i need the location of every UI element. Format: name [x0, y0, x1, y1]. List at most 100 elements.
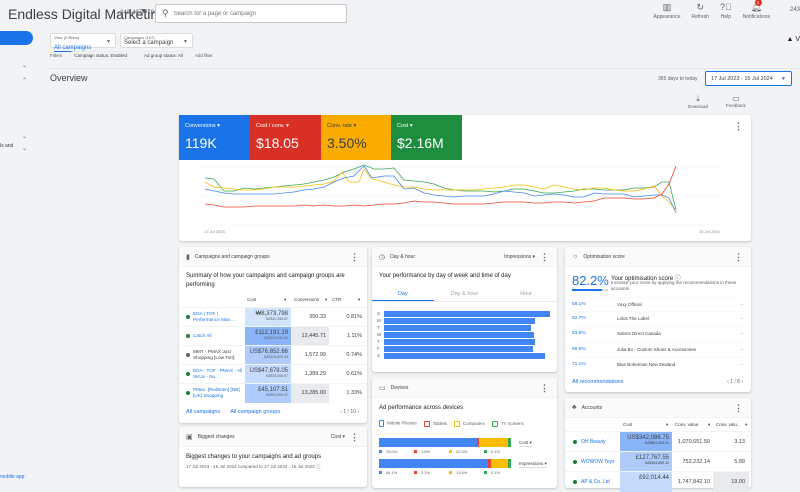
- tab-day[interactable]: Day: [372, 287, 434, 301]
- column-cost[interactable]: Cost: [247, 297, 257, 302]
- all-campaign-groups-link[interactable]: All campaign groups: [230, 409, 281, 415]
- help-button[interactable]: ?⃝ Help: [720, 2, 732, 20]
- sort-icon[interactable]: ▾: [325, 297, 328, 302]
- account-name-link[interactable]: WOWOW Toys: [581, 459, 615, 465]
- table-row[interactable]: Catch All £112,191.19 NZ$232,690.32 12,44…: [179, 326, 367, 346]
- warning-notice[interactable]: ▲ V: [786, 36, 800, 43]
- account-switcher-caret-icon[interactable]: ▼: [140, 8, 147, 15]
- campaign-selector[interactable]: Campaigns (167) Select a campaign ▼: [120, 33, 193, 48]
- sort-icon[interactable]: ▾: [708, 422, 711, 427]
- date-range-picker[interactable]: 17 Jul 2023 - 15 Jul 2024 ▼: [705, 71, 792, 86]
- notifications-button[interactable]: 🔔︎ 8 Notifications: [743, 0, 770, 20]
- table-row[interactable]: MMT - PMAX Just Shopping [Low Tier] US$7…: [179, 345, 367, 365]
- account-score-row[interactable]: 71.1% Blue Bohemian New Zealand →: [572, 357, 744, 370]
- arrow-right-icon[interactable]: →: [739, 361, 744, 367]
- account-score-row[interactable]: 58.1% Voxy Official →: [572, 297, 744, 310]
- more-options-icon[interactable]: ⋮: [350, 252, 359, 262]
- customer-id-partial[interactable]: 243: [789, 7, 800, 13]
- more-options-icon[interactable]: ⋮: [734, 403, 743, 413]
- day-bar[interactable]: [384, 346, 533, 352]
- next-page-icon[interactable]: ›: [741, 379, 743, 385]
- all-campaigns-link[interactable]: All campaigns: [186, 409, 221, 415]
- more-options-icon[interactable]: ⋮: [540, 252, 549, 262]
- create-button[interactable]: [0, 31, 33, 45]
- prev-page-icon[interactable]: ‹: [340, 409, 343, 415]
- tab-day-hour[interactable]: Day & hour: [450, 291, 479, 297]
- sort-icon[interactable]: ▾: [358, 297, 361, 302]
- next-page-icon[interactable]: ›: [357, 409, 359, 415]
- column-conversions[interactable]: Conversions: [294, 297, 320, 302]
- filter-chip-campaign-status[interactable]: Campaign status: Enabled: [69, 51, 133, 60]
- table-row[interactable]: EDA - TOF - PMAX - All SKUs - No... US$4…: [179, 364, 367, 384]
- table-row[interactable]: WOWOW Toys £127,767.55 NZ$264,889.34 752,…: [565, 451, 751, 472]
- column-cost[interactable]: Cost: [623, 422, 633, 427]
- help-icon[interactable]: ⓘ: [674, 276, 681, 282]
- prev-page-icon[interactable]: ‹: [727, 379, 729, 385]
- filter-chip-ad-group-status[interactable]: Ad group status: All: [139, 51, 188, 60]
- column-ctr[interactable]: CTR: [332, 297, 342, 302]
- metric-dropdown[interactable]: Cost ▾: [330, 434, 345, 440]
- sort-icon[interactable]: ▾: [284, 297, 287, 302]
- more-options-icon[interactable]: ⋮: [540, 383, 549, 393]
- arrow-right-icon[interactable]: →: [739, 346, 744, 352]
- arrow-right-icon[interactable]: →: [739, 301, 744, 307]
- arrow-right-icon[interactable]: →: [739, 315, 744, 321]
- sort-icon[interactable]: ▾: [666, 422, 669, 427]
- sort-icon[interactable]: ▾: [745, 422, 748, 427]
- metric-dropdown[interactable]: Impressions ▾: [504, 254, 535, 260]
- day-bar[interactable]: [384, 339, 535, 345]
- table-row[interactable]: PMax: [Redbrain] [NB] [UK] Shopping £45,…: [179, 383, 367, 403]
- line-chart: [201, 164, 724, 226]
- day-bar[interactable]: [384, 332, 534, 338]
- metric-conversions[interactable]: Conversions ▾ 119K: [179, 115, 250, 160]
- changes-icon: ▣: [186, 433, 193, 441]
- card-footer: All campaigns All campaign groups ‹ 1 / …: [179, 401, 367, 423]
- day-bar[interactable]: [384, 353, 545, 359]
- search-box[interactable]: ⚲: [155, 4, 347, 23]
- chevron-up-icon[interactable]: ⌃: [22, 78, 28, 84]
- day-bar[interactable]: [384, 311, 550, 317]
- metric-conv-rate[interactable]: Conv. rate ▾ 3.50%: [321, 115, 391, 160]
- account-score-row[interactable]: 68.9% Julia Bo - Custom Shoes & Accessori…: [572, 342, 744, 355]
- day-bar[interactable]: [384, 325, 531, 331]
- cost-metric-dropdown[interactable]: Cost ▾: [519, 440, 532, 447]
- campaign-name-link[interactable]: EDA | TOF | Performance Max ...: [193, 311, 236, 322]
- account-score-row[interactable]: 62.7% Lolos The Label →: [572, 311, 744, 324]
- campaign-name-link[interactable]: EDA - TOF - PMAX - All SKUs - No...: [193, 368, 243, 379]
- view-selector[interactable]: View (2 filters) All campaigns ▼: [50, 33, 116, 52]
- search-input[interactable]: [173, 10, 334, 17]
- download-button[interactable]: ⤓ Download: [688, 94, 708, 109]
- appearance-button[interactable]: ▥ Appearance: [654, 2, 681, 20]
- campaign-name-link[interactable]: PMax: [Redbrain] [NB] [UK] Shopping: [193, 387, 240, 398]
- table-row[interactable]: AP & Co. Ltd £92,014.44 1,747,842.10 19.…: [565, 471, 751, 492]
- impressions-stacked-bar: [379, 459, 511, 468]
- add-filter-button[interactable]: Add filter: [194, 53, 213, 58]
- day-bar[interactable]: [384, 318, 535, 324]
- chevron-down-icon[interactable]: ⌄: [22, 63, 28, 69]
- help-icon[interactable]: ⓘ: [315, 464, 321, 469]
- chevron-down-icon[interactable]: ⌄: [22, 134, 28, 140]
- cost-cell: US$76,852.66 NZ$124,809.49: [245, 346, 291, 365]
- sidebar-item-goals[interactable]: ls and: [0, 143, 14, 149]
- impressions-metric-dropdown[interactable]: Impressions ▾: [519, 461, 547, 468]
- column-conv-value[interactable]: Conv. value: [675, 422, 699, 427]
- more-options-icon[interactable]: ⋮: [350, 432, 359, 442]
- table-row[interactable]: EDA | TOF | Performance Max ... ₩8,373,7…: [179, 307, 367, 327]
- metric-cost-per-conv[interactable]: Cost / conv. ▾ $18.05: [250, 115, 321, 160]
- more-options-icon[interactable]: ⋮: [734, 252, 743, 262]
- all-recommendations-link[interactable]: All recommendations: [572, 379, 624, 385]
- tab-hour[interactable]: Hour: [520, 291, 533, 297]
- account-score-row[interactable]: 63.8% Salons Direct Canada →: [572, 326, 744, 339]
- account-name-link[interactable]: OH Beauty: [581, 439, 606, 445]
- campaign-name-link[interactable]: MMT - PMAX Just Shopping [Low Tier]: [193, 349, 235, 360]
- metric-cost[interactable]: Cost ▾ $2.16M: [391, 115, 462, 160]
- feedback-button[interactable]: ▭ Feedback: [726, 94, 746, 108]
- table-row[interactable]: OH Beauty US$342,086.75 NZ$561,583.31 1,0…: [565, 431, 751, 452]
- arrow-right-icon[interactable]: →: [739, 330, 744, 336]
- more-options-icon[interactable]: ⋮: [734, 121, 743, 131]
- mobile-app-link[interactable]: mobile app: [0, 474, 25, 480]
- column-conv-value-per-cost[interactable]: Conv. valu...: [716, 422, 741, 427]
- refresh-button[interactable]: ↻ Refresh: [691, 2, 709, 20]
- chevron-down-icon[interactable]: ⌄: [22, 146, 28, 152]
- campaign-name-link[interactable]: Catch All: [193, 333, 212, 338]
